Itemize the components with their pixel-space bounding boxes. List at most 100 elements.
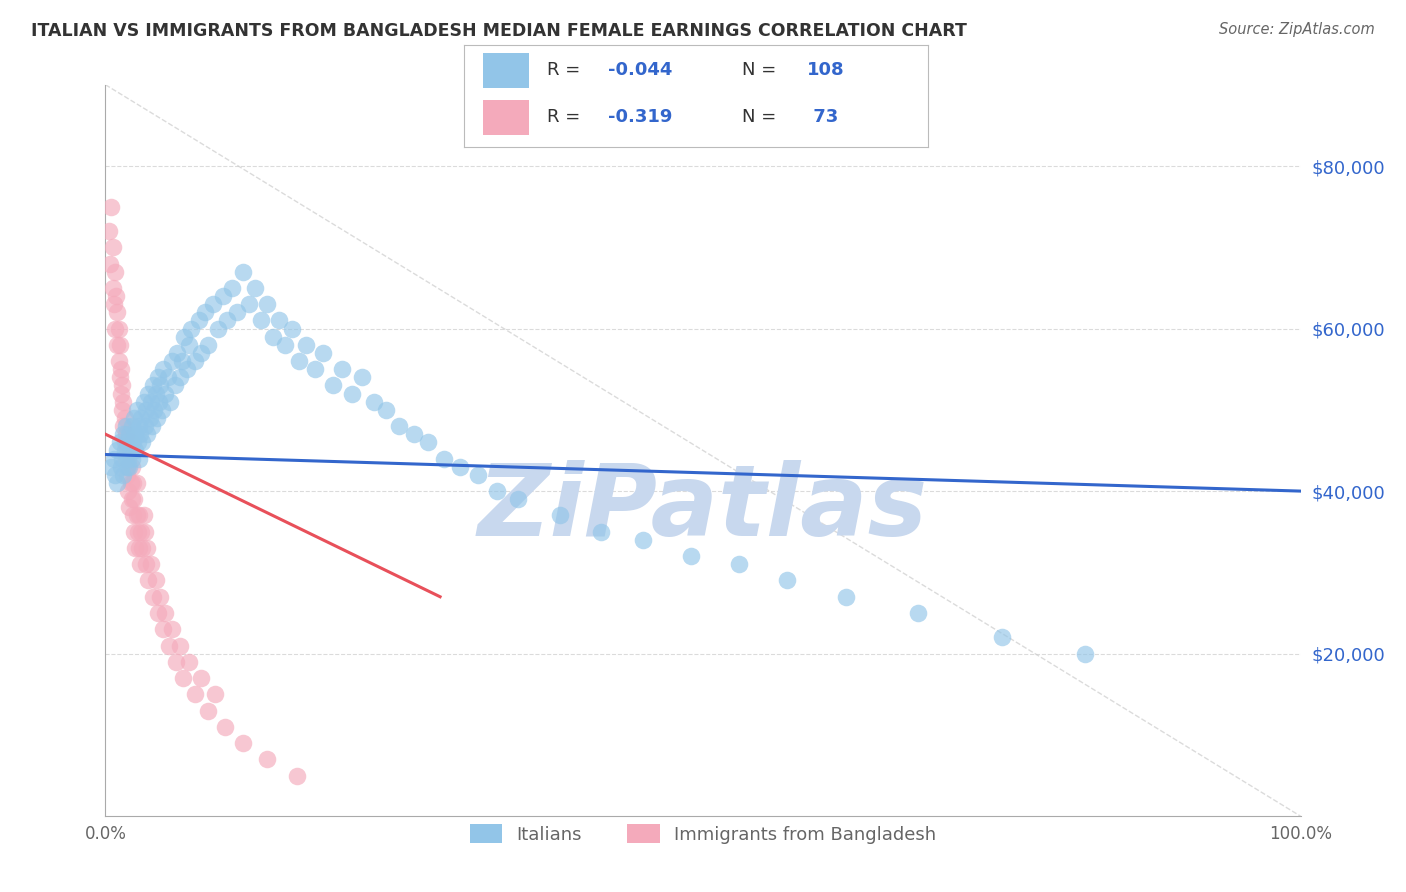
Point (141, 419, 163, 434)
Point (139, 394, 162, 409)
Point (139, 558, 162, 572)
Point (131, 435, 153, 450)
Point (281, 321, 304, 335)
Point (129, 524, 153, 539)
Point (190, 346, 212, 360)
Point (111, 402, 134, 417)
Point (128, 451, 150, 466)
Point (122, 475, 145, 490)
Point (363, 394, 385, 409)
Point (243, 281, 266, 295)
Point (146, 411, 169, 425)
Point (122, 492, 145, 507)
Point (103, 451, 125, 466)
Point (110, 386, 132, 401)
Point (134, 524, 156, 539)
Point (117, 459, 139, 474)
Point (125, 402, 148, 417)
Point (148, 394, 170, 409)
Point (135, 558, 157, 572)
Point (132, 508, 155, 523)
Point (129, 558, 152, 572)
Point (111, 451, 134, 466)
Point (221, 281, 243, 295)
Point (169, 370, 191, 384)
Point (207, 321, 229, 335)
Point (591, 524, 613, 539)
Point (150, 402, 173, 417)
Point (176, 362, 198, 376)
Point (156, 370, 179, 384)
Point (105, 289, 128, 303)
Point (100, 200, 122, 214)
Bar (482, 53, 529, 87)
Point (170, 354, 193, 368)
Point (146, 370, 169, 384)
Point (149, 378, 172, 392)
Point (136, 427, 159, 442)
Point (169, 639, 191, 653)
Point (112, 467, 135, 482)
Point (104, 265, 127, 279)
Point (128, 541, 150, 555)
Point (214, 720, 236, 734)
Point (122, 508, 145, 523)
Point (110, 459, 132, 474)
Point (340, 386, 363, 401)
Text: 73: 73 (807, 109, 838, 127)
Point (124, 443, 146, 458)
Text: ZiPatlas: ZiPatlas (478, 460, 928, 558)
Point (107, 305, 129, 319)
Point (204, 687, 226, 701)
Point (146, 606, 169, 620)
Point (145, 386, 167, 401)
Point (312, 346, 335, 360)
Point (728, 558, 751, 572)
Point (157, 639, 180, 653)
Point (117, 451, 139, 466)
Point (103, 297, 125, 311)
Point (375, 402, 398, 417)
Point (122, 435, 145, 450)
Point (162, 622, 184, 636)
Point (114, 427, 136, 442)
Point (128, 419, 150, 434)
Point (125, 475, 148, 490)
Point (633, 533, 655, 547)
Point (142, 590, 165, 604)
Point (172, 671, 194, 685)
Point (162, 354, 184, 368)
Text: -0.319: -0.319 (607, 109, 672, 127)
Point (177, 338, 201, 352)
Point (153, 606, 177, 620)
Bar (482, 100, 529, 135)
Point (506, 492, 529, 507)
Point (101, 240, 124, 254)
Point (108, 338, 131, 352)
Point (118, 427, 141, 442)
Point (129, 427, 152, 442)
Point (107, 338, 129, 352)
Point (122, 411, 145, 425)
Point (548, 508, 571, 523)
Point (120, 435, 142, 450)
Point (125, 508, 148, 523)
Point (124, 541, 146, 555)
Point (152, 622, 174, 636)
Point (108, 435, 131, 450)
Point (138, 386, 160, 401)
Point (145, 574, 167, 588)
Point (238, 297, 260, 311)
Text: R =: R = (547, 62, 586, 79)
Point (142, 378, 165, 392)
Point (776, 574, 799, 588)
Point (352, 370, 374, 384)
Point (115, 443, 138, 458)
Point (117, 484, 139, 499)
Point (163, 378, 186, 392)
Point (108, 370, 131, 384)
Point (177, 655, 201, 669)
Point (388, 419, 411, 434)
Point (250, 313, 273, 327)
Point (118, 500, 141, 515)
